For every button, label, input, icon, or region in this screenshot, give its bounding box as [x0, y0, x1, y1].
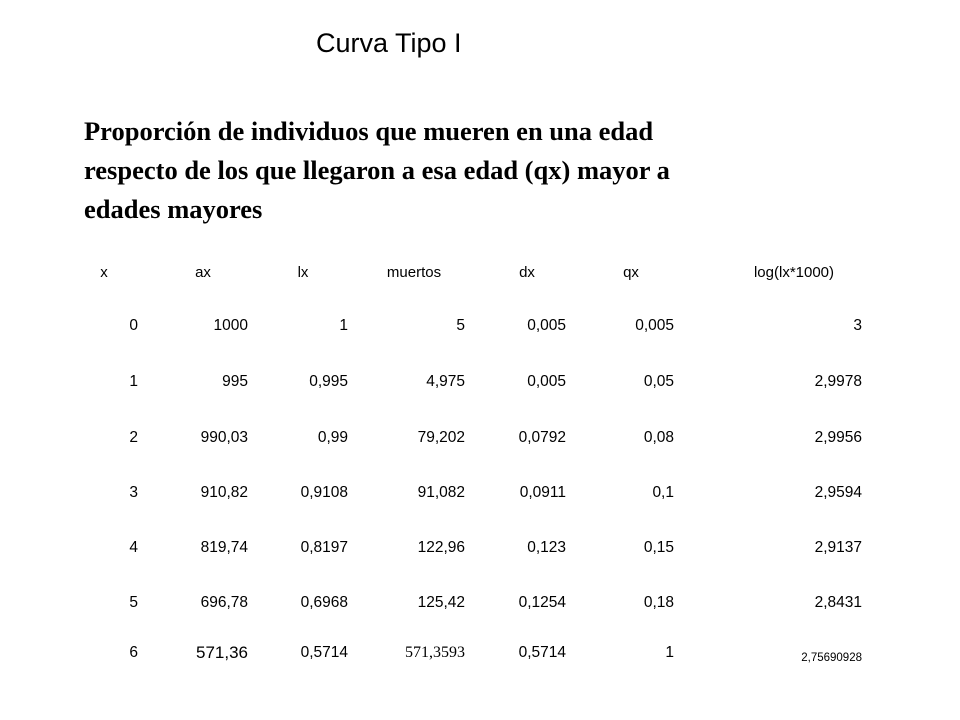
cell-qx-row-5: 0,18: [643, 594, 674, 611]
cell-qx-row-2: 0,08: [643, 429, 674, 446]
header-ax: ax: [195, 264, 211, 281]
slide-subtitle: Proporción de individuos que mueren en u…: [84, 112, 804, 229]
cell-ax-row-0: 1000: [213, 317, 248, 334]
slide-title: Curva Tipo I: [316, 28, 462, 58]
cell-qx-row-1: 0,05: [643, 373, 674, 390]
cell-ax-row-6: 571,36: [196, 643, 248, 662]
cell-log-lx-row-4: 2,9137: [814, 539, 862, 556]
cell-qx-row-3: 0,1: [652, 484, 674, 501]
cell-ax-row-5: 696,78: [200, 594, 248, 611]
cell-x-row-2: 2: [129, 429, 138, 446]
cell-x-row-1: 1: [129, 373, 138, 390]
cell-muertos-row-2: 79,202: [417, 429, 465, 446]
cell-ax-row-1: 995: [222, 373, 248, 390]
header-lx: lx: [297, 264, 309, 281]
cell-lx-row-1: 0,995: [309, 373, 348, 390]
cell-x-row-0: 0: [129, 317, 138, 334]
cell-dx-row-1: 0,005: [527, 373, 566, 390]
cell-x-row-5: 5: [129, 594, 138, 611]
cell-lx-row-0: 1: [339, 317, 348, 334]
cell-muertos-row-5: 125,42: [417, 594, 465, 611]
cell-ax-row-4: 819,74: [200, 539, 248, 556]
header-qx: qx: [623, 264, 639, 281]
header-muertos: muertos: [386, 264, 442, 281]
cell-lx-row-4: 0,8197: [300, 539, 348, 556]
cell-log-lx-row-5: 2,8431: [814, 594, 862, 611]
cell-muertos-row-4: 122,96: [417, 539, 465, 556]
cell-dx-row-5: 0,1254: [518, 594, 566, 611]
cell-ax-row-2: 990,03: [200, 429, 248, 446]
header-dx: dx: [519, 264, 535, 281]
cell-qx-row-4: 0,15: [643, 539, 674, 556]
header-x: x: [100, 264, 108, 281]
cell-lx-row-2: 0,99: [317, 429, 348, 446]
cell-dx-row-3: 0,0911: [519, 484, 566, 501]
cell-x-row-6: 6: [129, 644, 138, 661]
cell-log-lx-row-3: 2,9594: [814, 484, 862, 501]
cell-muertos-row-1: 4,975: [426, 373, 465, 390]
cell-lx-row-5: 0,6968: [300, 594, 348, 611]
cell-dx-row-0: 0,005: [527, 317, 566, 334]
cell-dx-row-4: 0,123: [527, 539, 566, 556]
cell-ax-row-3: 910,82: [200, 484, 248, 501]
subtitle-line-2: respecto de los que llegaron a esa edad …: [84, 155, 670, 185]
cell-muertos-row-6: 571,3593: [405, 644, 465, 661]
cell-x-row-4: 4: [129, 539, 138, 556]
cell-muertos-row-3: 91,082: [417, 484, 465, 501]
cell-qx-row-0: 0,005: [635, 317, 674, 334]
cell-dx-row-2: 0,0792: [518, 429, 566, 446]
cell-log-lx-row-0: 3: [853, 317, 862, 334]
cell-muertos-row-0: 5: [456, 317, 465, 334]
cell-qx-row-6: 1: [665, 644, 674, 661]
cell-log-lx-row-1: 2,9978: [814, 373, 862, 390]
cell-log-lx-row-6: 2,75690928: [801, 652, 862, 664]
cell-lx-row-6: 0,5714: [300, 644, 348, 661]
cell-x-row-3: 3: [129, 484, 138, 501]
header-log-lx: log(lx*1000): [753, 264, 835, 281]
subtitle-line-3: edades mayores: [84, 194, 263, 224]
cell-lx-row-3: 0,9108: [300, 484, 348, 501]
subtitle-line-1: Proporción de individuos que mueren en u…: [84, 116, 654, 146]
cell-log-lx-row-2: 2,9956: [814, 429, 862, 446]
cell-dx-row-6: 0,5714: [518, 644, 566, 661]
